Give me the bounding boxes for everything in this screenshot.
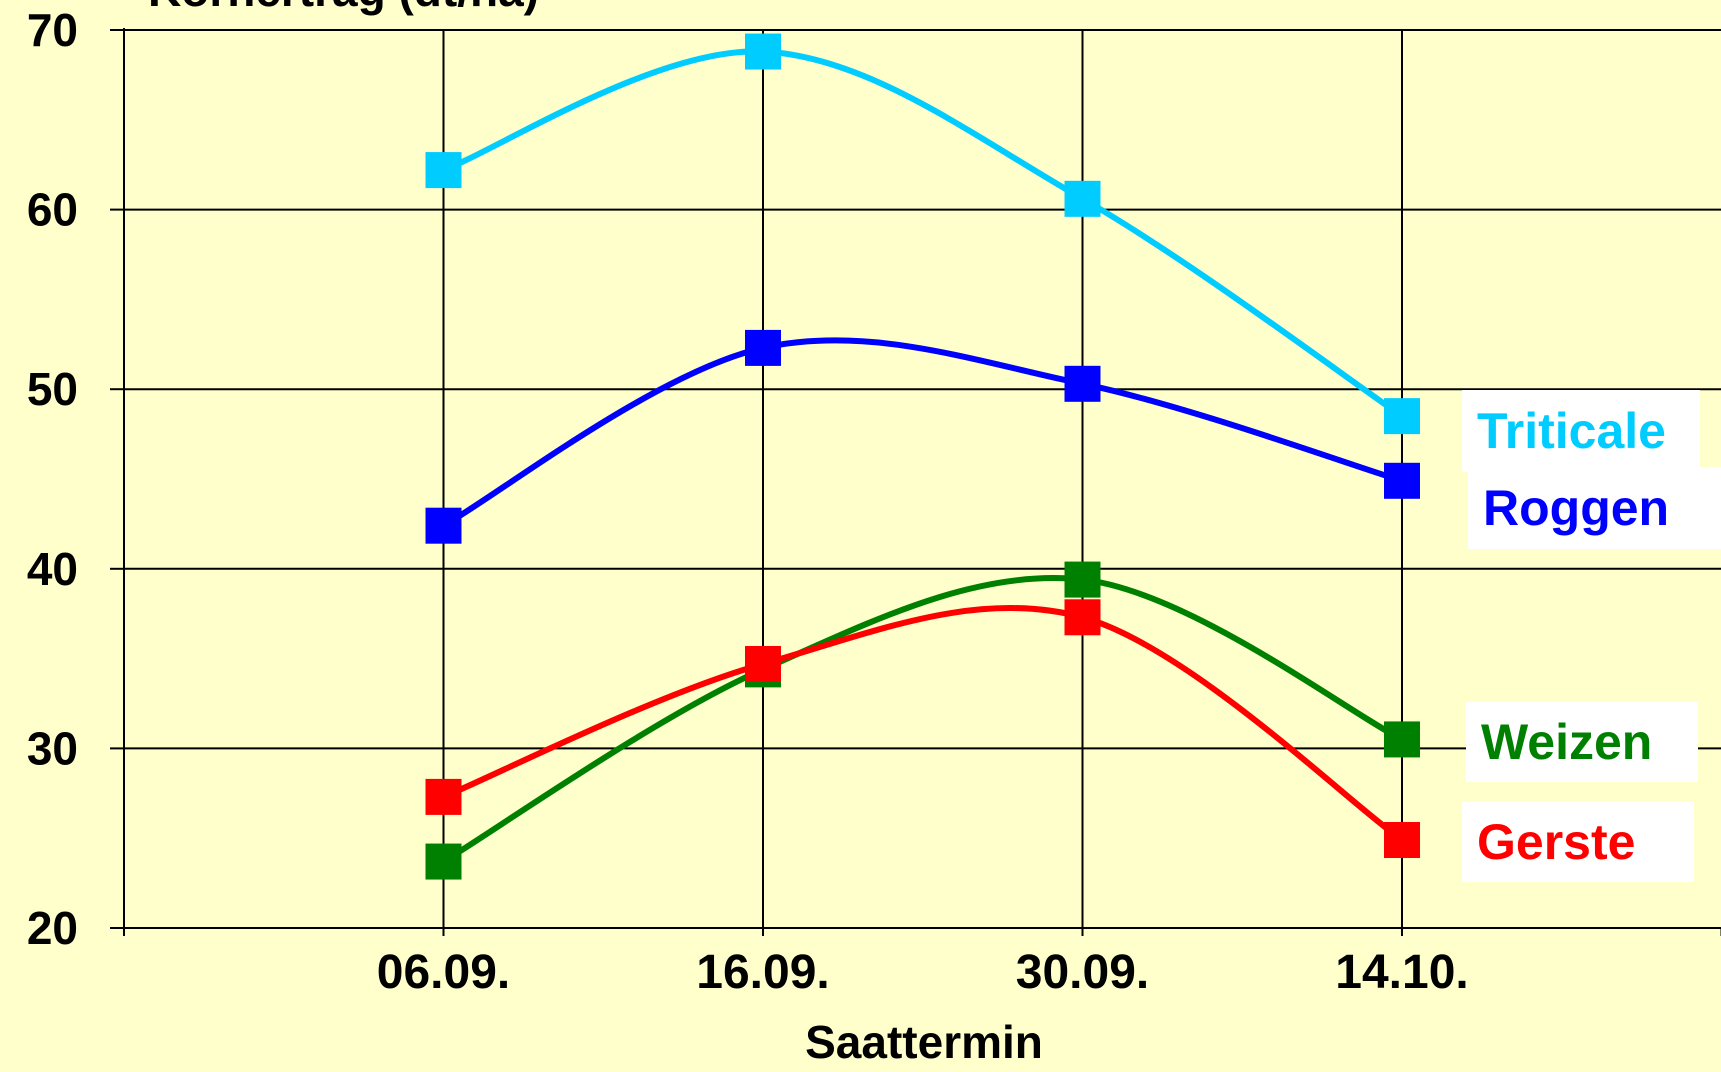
legend-label-gerste: Gerste: [1477, 814, 1635, 870]
y-tick-label: 40: [27, 543, 78, 595]
series-line-triticale: [442, 48, 1404, 419]
y-tick-label: 20: [27, 902, 78, 954]
data-point-weizen: [1064, 561, 1101, 598]
legend-box-gerste: [1462, 802, 1694, 882]
legend-label-triticale: Triticale: [1477, 403, 1666, 459]
data-point-roggen: [745, 329, 781, 366]
series-line-gerste: [442, 604, 1404, 843]
legend-box-roggen: [1468, 467, 1721, 549]
y-tick-label: 60: [27, 184, 78, 236]
y-tick-label: 30: [27, 722, 78, 774]
data-point-gerste: [745, 645, 781, 682]
data-point-weizen: [1384, 721, 1420, 758]
data-point-roggen: [1064, 365, 1101, 402]
legend-box-weizen: [1466, 702, 1698, 782]
data-point-roggen: [1384, 462, 1420, 499]
data-point-triticale: [1064, 180, 1101, 217]
series-line-roggen: [442, 337, 1403, 529]
y-axis-title: Kornertrag (dt/ha): [148, 0, 539, 16]
data-point-triticale: [1384, 398, 1420, 435]
axes: [110, 28, 1721, 936]
data-point-gerste: [425, 778, 462, 815]
x-axis-title: Saattermin: [805, 1016, 1043, 1067]
legend-label-weizen: Weizen: [1481, 714, 1652, 770]
data-point-gerste: [1064, 599, 1101, 636]
legend-label-roggen: Roggen: [1483, 480, 1669, 536]
data-point-triticale: [425, 152, 462, 189]
data-point-gerste: [1384, 821, 1420, 858]
series-line-weizen: [441, 575, 1404, 865]
data-point-triticale: [745, 33, 781, 70]
x-tick-label: 30.09.: [1016, 946, 1149, 999]
x-tick-label: 06.09.: [377, 946, 510, 999]
series-group: [425, 33, 1420, 880]
data-point-weizen: [425, 843, 462, 880]
x-tick-labels: 06.09. 16.09. 30.09. 14.10.: [377, 946, 1469, 999]
legend-box-triticale: [1462, 390, 1700, 472]
x-tick-label: 14.10.: [1335, 946, 1468, 999]
y-tick-labels: 20 30 40 50 60 70: [27, 4, 78, 954]
y-tick-label: 50: [27, 363, 78, 415]
data-point-roggen: [425, 507, 462, 544]
legend: Triticale Roggen Weizen Gerste: [1462, 390, 1721, 882]
x-tick-label: 16.09.: [696, 946, 829, 999]
y-tick-label: 70: [27, 4, 78, 56]
